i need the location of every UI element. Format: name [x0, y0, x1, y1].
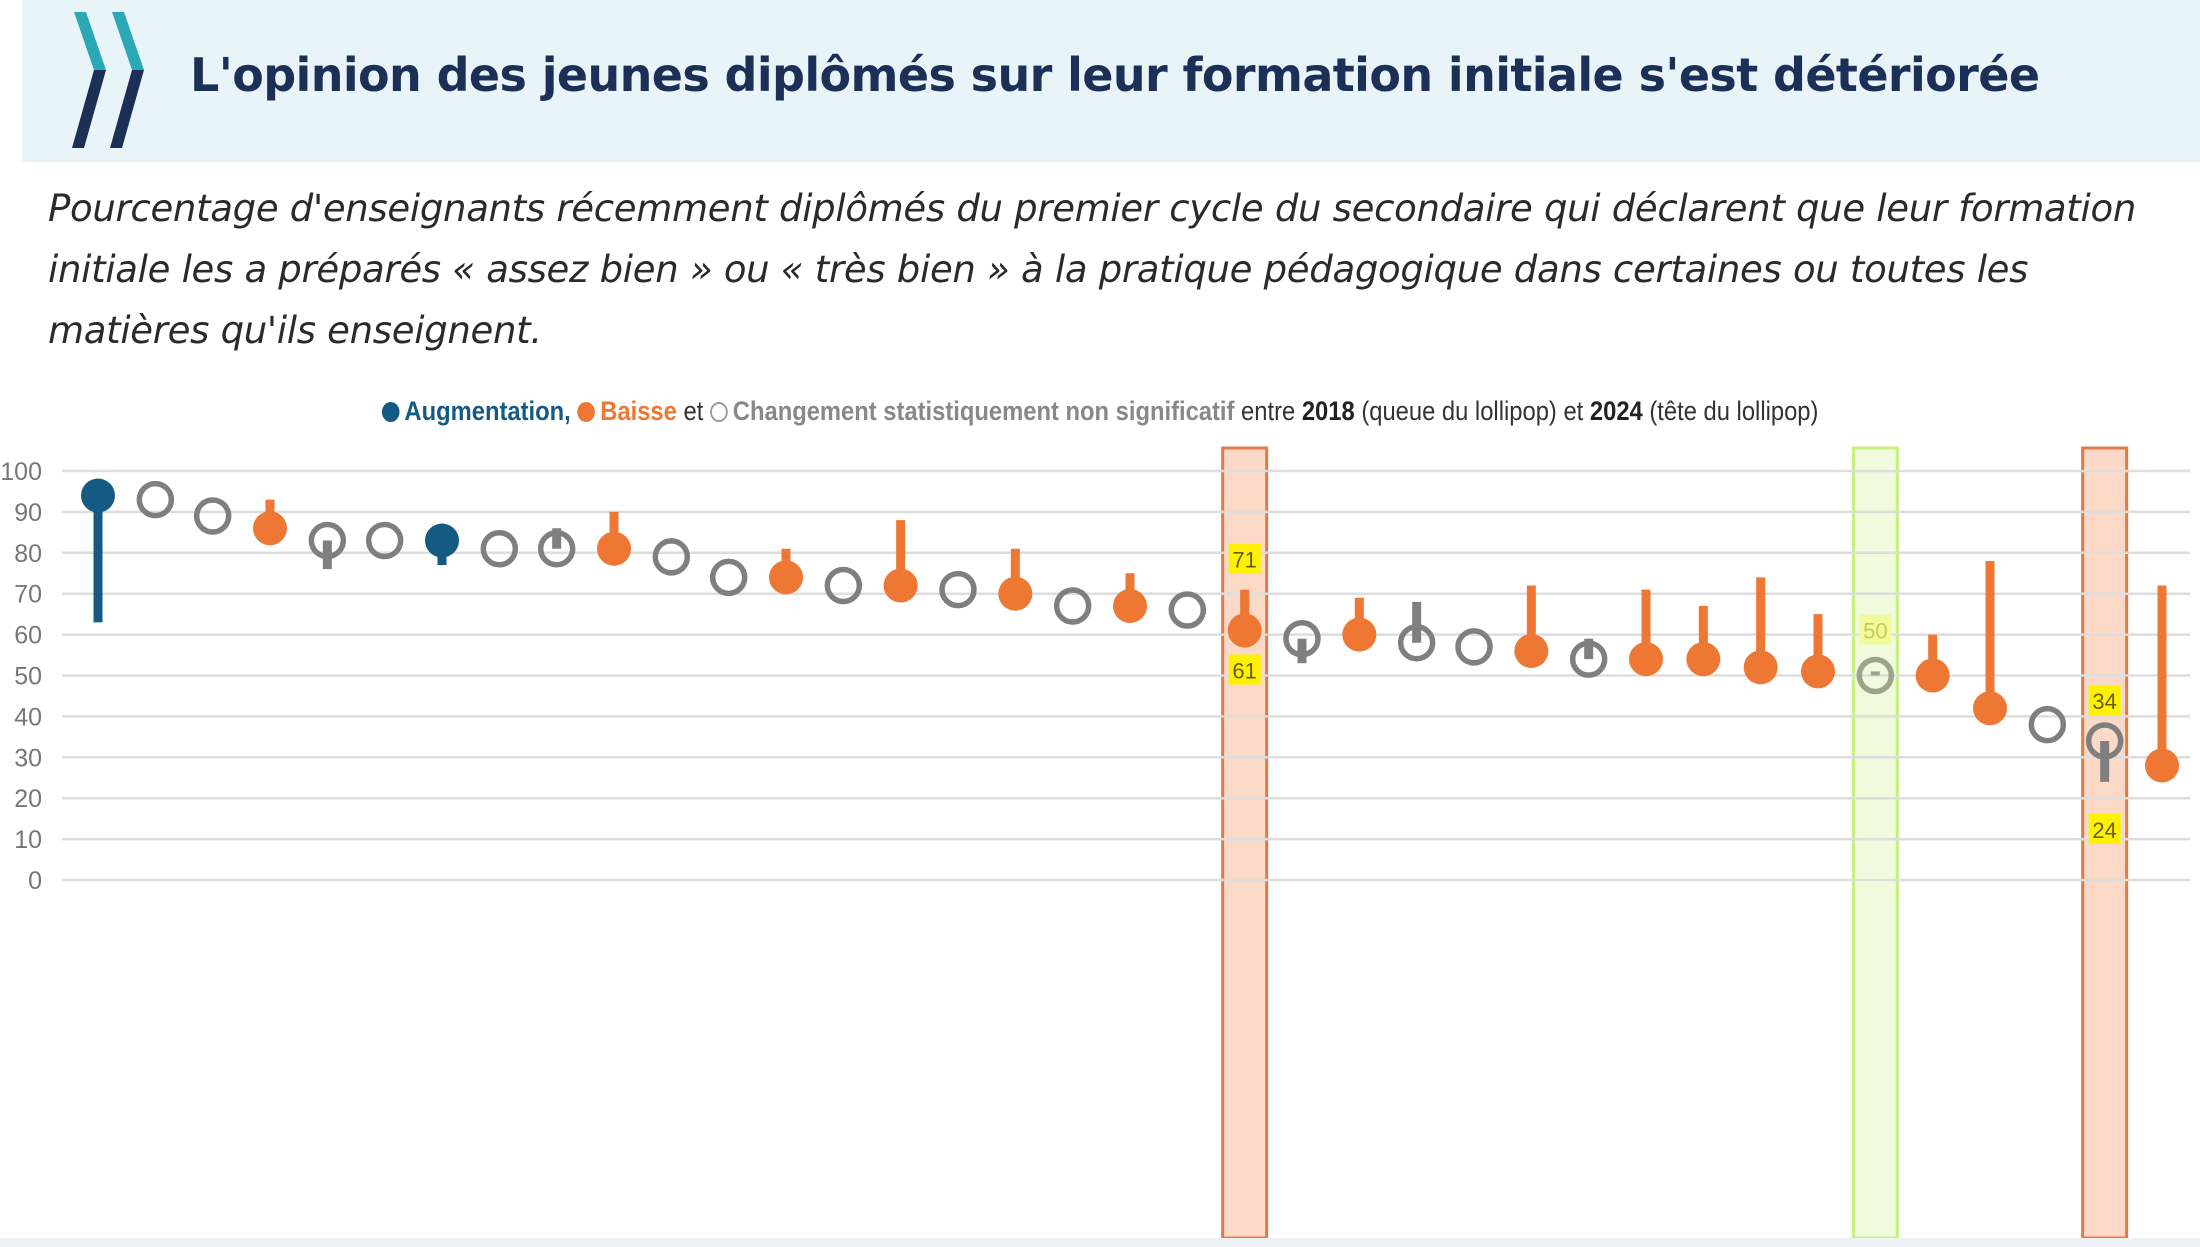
legend-and2: et	[1563, 396, 1584, 426]
y-tick-label: 70	[14, 581, 42, 609]
lollipop-head	[939, 570, 977, 609]
lollipop-head	[597, 531, 631, 566]
legend-year-end: 2024	[1589, 396, 1643, 426]
lollipop-head	[425, 523, 459, 558]
lollipop-head	[1227, 613, 1262, 648]
value-label: 24	[2092, 818, 2116, 843]
y-tick-label: 80	[14, 540, 42, 568]
y-tick-label: 20	[14, 785, 42, 813]
legend-year-start: 2018	[1301, 396, 1355, 426]
y-tick-label: 0	[28, 867, 42, 895]
lollipop-head	[537, 529, 576, 568]
chart-legend: Augmentation, Baisse et Changement stati…	[132, 396, 2068, 427]
value-label-bg	[2088, 813, 2121, 844]
y-tick-label: 40	[14, 703, 42, 731]
lollipop-head	[1168, 591, 1207, 629]
lollipop-head	[824, 566, 863, 605]
value-label-bg	[1228, 654, 1261, 685]
lollipop-head	[2085, 722, 2124, 760]
lollipop-head	[1569, 640, 1608, 678]
lollipop-head	[193, 497, 232, 535]
lollipop-head	[1053, 587, 1092, 625]
bottom-border	[0, 1238, 2200, 1247]
legend-between: entre	[1241, 396, 1296, 426]
value-label: 34	[2092, 689, 2116, 714]
lollipop-head	[81, 478, 115, 513]
oecd-chevrons-icon	[72, 12, 144, 148]
header-banner	[22, 0, 2200, 162]
lollipop-head	[709, 558, 748, 597]
lollipop-head	[1342, 617, 1377, 652]
legend-head-note: (tête du lollipop)	[1649, 396, 1819, 426]
lollipop-head	[1283, 619, 1321, 658]
lollipop-head	[652, 538, 691, 576]
highlight-band	[1221, 446, 1269, 1240]
lollipop-head	[769, 560, 803, 595]
lollipop-head	[365, 521, 404, 560]
lollipop-head	[1686, 642, 1721, 677]
lollipop-head	[253, 511, 287, 546]
value-label: 71	[1232, 548, 1256, 573]
lollipop-head	[1801, 654, 1835, 689]
lollipop-head	[1397, 624, 1436, 662]
legend-decrease-label: Baisse	[600, 396, 677, 426]
lollipop-head	[1973, 691, 2007, 726]
lollipop-head	[1113, 588, 1147, 623]
y-tick-label: 100	[0, 458, 42, 486]
value-label: 61	[1232, 659, 1256, 684]
value-label: 50	[1863, 619, 1887, 644]
lollipop-head	[308, 521, 347, 560]
y-tick-label: 90	[14, 499, 42, 527]
chart-subtitle: Pourcentage d'enseignants récemment dipl…	[48, 187, 2136, 352]
legend-tail-note: (queue du lollipop)	[1361, 396, 1557, 426]
lollipop-head	[480, 529, 519, 568]
legend-ns-marker	[709, 402, 728, 422]
highlight-band	[1851, 446, 1899, 1240]
legend-ns-label: Changement statistiquement non significa…	[732, 396, 1235, 426]
lollipop-head	[1915, 658, 1950, 693]
legend-decrease-marker	[577, 402, 595, 422]
y-tick-label: 50	[14, 663, 42, 691]
value-label-bg	[1228, 543, 1261, 574]
y-tick-label: 10	[14, 826, 42, 854]
y-tick-label: 60	[14, 622, 42, 650]
y-tick-label: 30	[14, 744, 42, 772]
legend-increase-marker	[381, 402, 400, 422]
legend-and: et	[683, 396, 704, 426]
lollipop-head	[1455, 628, 1493, 666]
lollipop-head	[136, 480, 175, 519]
value-label-bg	[2088, 684, 2121, 715]
page-title: L'opinion des jeunes diplômés sur leur f…	[190, 48, 2040, 102]
value-label-bg	[1859, 614, 1892, 645]
lollipop-head	[1629, 642, 1663, 677]
lollipop-head	[1856, 656, 1895, 695]
lollipop-head	[883, 568, 918, 603]
lollipop-head	[1743, 650, 1778, 685]
lollipop-head	[1514, 633, 1549, 668]
lollipop-head	[2028, 705, 2067, 744]
legend-increase-label: Augmentation,	[404, 396, 571, 426]
lollipop-head	[998, 576, 1033, 611]
lollipop-head	[2145, 748, 2179, 783]
